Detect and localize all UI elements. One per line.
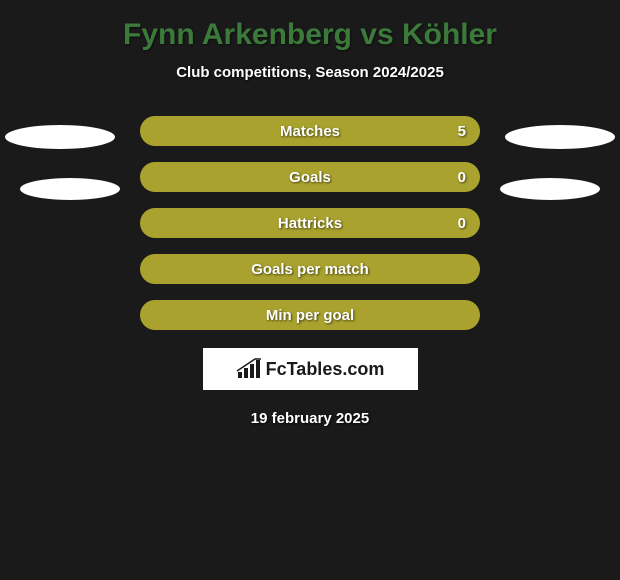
stat-bar-goals: Goals 0 (140, 162, 480, 192)
player-right-ellipse-1 (505, 125, 615, 149)
stat-value: 5 (458, 123, 466, 140)
page-title: Fynn Arkenberg vs Köhler (0, 18, 620, 52)
stat-label: Hattricks (278, 215, 342, 232)
logo-box: FcTables.com (203, 348, 418, 390)
subtitle: Club competitions, Season 2024/2025 (0, 64, 620, 81)
stat-bar-min-per-goal: Min per goal (140, 300, 480, 330)
chart-icon (236, 358, 262, 380)
logo-text: FcTables.com (266, 359, 385, 380)
stat-value: 0 (458, 215, 466, 232)
stat-label: Matches (280, 123, 340, 140)
stat-bar-goals-per-match: Goals per match (140, 254, 480, 284)
player-left-ellipse-2 (20, 178, 120, 200)
stat-label: Goals (289, 169, 331, 186)
stat-bar-matches: Matches 5 (140, 116, 480, 146)
stat-label: Min per goal (266, 307, 354, 324)
player-left-ellipse-1 (5, 125, 115, 149)
date-text: 19 february 2025 (0, 410, 620, 427)
comparison-infographic: Fynn Arkenberg vs Köhler Club competitio… (0, 0, 620, 437)
stat-value: 0 (458, 169, 466, 186)
stat-label: Goals per match (251, 261, 369, 278)
stat-bars: Matches 5 Goals 0 Hattricks 0 Goals per … (140, 116, 480, 330)
player-right-ellipse-2 (500, 178, 600, 200)
stat-bar-hattricks: Hattricks 0 (140, 208, 480, 238)
